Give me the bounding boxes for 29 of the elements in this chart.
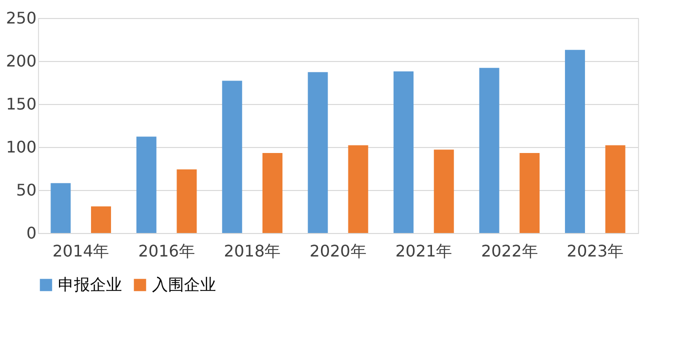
y-tick-label: 100: [6, 138, 36, 156]
x-tick-label: 2021年: [395, 242, 452, 260]
x-tick-label: 2022年: [481, 242, 538, 260]
x-tick-label: 2014年: [52, 242, 110, 260]
bar: [479, 68, 500, 233]
x-tick-label: 2023年: [566, 242, 624, 260]
bar: [50, 183, 71, 233]
bar: [176, 169, 197, 233]
bar: [564, 50, 585, 233]
x-tick-label: 2016年: [138, 242, 195, 260]
y-tick-label: 50: [16, 180, 36, 200]
bar: [308, 72, 328, 233]
bar: [394, 71, 414, 233]
x-tick-label: 2018年: [224, 242, 281, 260]
y-tick-label: 250: [6, 8, 36, 28]
legend-label: 申报企业: [58, 275, 122, 294]
legend-label: 入围企业: [152, 275, 216, 294]
bar: [91, 206, 112, 233]
bar: [605, 145, 626, 233]
y-tick-label: 0: [26, 224, 36, 242]
bar: [348, 145, 368, 233]
bar: [262, 153, 282, 233]
y-tick-label: 200: [6, 52, 36, 70]
bar: [136, 136, 156, 233]
bar: [434, 150, 454, 233]
bar: [520, 153, 540, 233]
y-tick-label: 150: [6, 94, 36, 114]
x-tick-label: 2020年: [310, 242, 366, 260]
bar: [222, 80, 242, 233]
